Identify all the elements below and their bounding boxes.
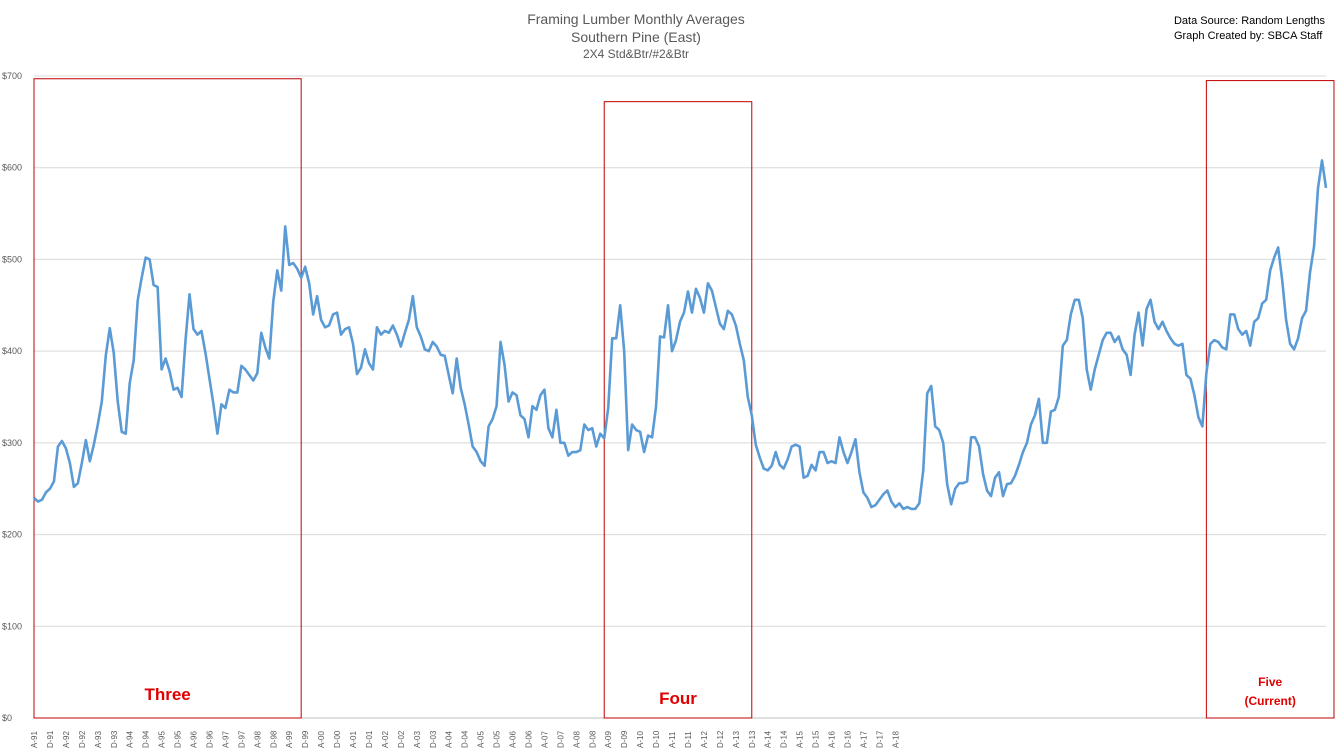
x-tick-label: D-13 — [748, 730, 757, 748]
x-tick-label: D-09 — [620, 730, 629, 748]
chart-title-block: Framing Lumber Monthly Averages Southern… — [436, 10, 836, 62]
graph-credit-label: Graph Created by: SBCA Staff — [1173, 30, 1323, 42]
x-tick-label: D-11 — [684, 731, 693, 748]
y-tick-label: $0 — [2, 713, 12, 723]
x-tick-label: A-92 — [62, 731, 71, 748]
chart-subtitle-2: 2X4 Std&Btr/#2&Btr — [582, 47, 690, 61]
x-tick-label: A-12 — [700, 731, 709, 748]
y-tick-label: $300 — [2, 438, 22, 448]
x-tick-label: D-95 — [174, 730, 183, 748]
x-tick-label: D-16 — [843, 730, 852, 748]
x-tick-label: A-98 — [253, 731, 262, 748]
x-tick-label: D-97 — [237, 730, 246, 748]
x-tick-label: A-17 — [859, 731, 868, 748]
box-label: Five — [1258, 675, 1282, 689]
highlight-box — [1205, 80, 1335, 719]
x-tick-label: A-00 — [317, 731, 326, 748]
x-tick-label: A-15 — [796, 731, 805, 748]
x-tick-label: D-08 — [588, 730, 597, 748]
x-tick-label: A-96 — [190, 731, 199, 748]
x-tick-label: D-17 — [875, 730, 884, 748]
x-tick-label: D-00 — [333, 730, 342, 748]
x-tick-label: D-96 — [205, 730, 214, 748]
x-tick-label: A-01 — [349, 731, 358, 748]
x-tick-label: A-94 — [126, 731, 135, 748]
box-label: (Current) — [1245, 694, 1296, 708]
highlight-box — [33, 78, 302, 719]
x-tick-label: A-99 — [285, 731, 294, 748]
x-tick-label: A-08 — [572, 731, 581, 748]
x-tick-label: A-05 — [477, 731, 486, 748]
y-tick-label: $100 — [2, 621, 22, 631]
x-tick-label: A-04 — [445, 731, 454, 748]
y-tick-label: $600 — [2, 163, 22, 173]
x-tick-label: D-15 — [812, 730, 821, 748]
x-tick-label: A-97 — [221, 731, 230, 748]
x-tick-label: A-06 — [509, 731, 518, 748]
x-tick-label: D-94 — [142, 730, 151, 748]
y-tick-label: $400 — [2, 346, 22, 356]
x-tick-label: D-02 — [397, 730, 406, 748]
x-tick-label: A-16 — [828, 731, 837, 748]
x-tick-label: D-07 — [556, 730, 565, 748]
data-source-label: Data Source: Random Lengths — [1173, 15, 1325, 27]
x-tick-label: D-92 — [78, 730, 87, 748]
x-tick-label: A-02 — [381, 731, 390, 748]
x-tick-label: A-93 — [94, 731, 103, 748]
x-tick-label: D-05 — [493, 730, 502, 748]
x-tick-label: D-06 — [524, 730, 533, 748]
x-tick-label: A-13 — [732, 731, 741, 748]
x-tick-label: D-91 — [46, 730, 55, 748]
x-tick-label: A-03 — [413, 731, 422, 748]
x-tick-label: D-10 — [652, 730, 661, 748]
x-tick-label: D-03 — [429, 730, 438, 748]
x-tick-label: A-07 — [540, 731, 549, 748]
x-tick-label: D-12 — [716, 730, 725, 748]
y-tick-label: $700 — [2, 71, 22, 81]
x-tick-label: A-14 — [764, 731, 773, 748]
x-tick-label: A-11 — [668, 731, 677, 748]
chart-subtitle: Southern Pine (East) — [571, 29, 701, 45]
x-tick-label: A-91 — [30, 731, 39, 748]
x-tick-label: A-10 — [636, 731, 645, 748]
y-tick-label: $500 — [2, 254, 22, 264]
x-tick-label: D-04 — [461, 730, 470, 748]
x-tick-label: A-09 — [604, 731, 613, 748]
box-label: Four — [659, 689, 697, 708]
x-tick-label: D-99 — [301, 730, 310, 748]
x-tick-label: A-18 — [891, 731, 900, 748]
x-tick-label: D-01 — [365, 730, 374, 748]
chart-title: Framing Lumber Monthly Averages — [527, 11, 745, 27]
series-line — [33, 159, 1328, 511]
x-tick-label: D-93 — [110, 730, 119, 748]
x-tick-label: D-98 — [269, 730, 278, 748]
x-tick-label: A-95 — [158, 731, 167, 748]
y-tick-label: $200 — [2, 530, 22, 540]
x-tick-label: D-14 — [780, 730, 789, 748]
source-note: Data Source: Random Lengths Graph Create… — [1174, 14, 1325, 44]
box-label: Three — [144, 685, 190, 704]
